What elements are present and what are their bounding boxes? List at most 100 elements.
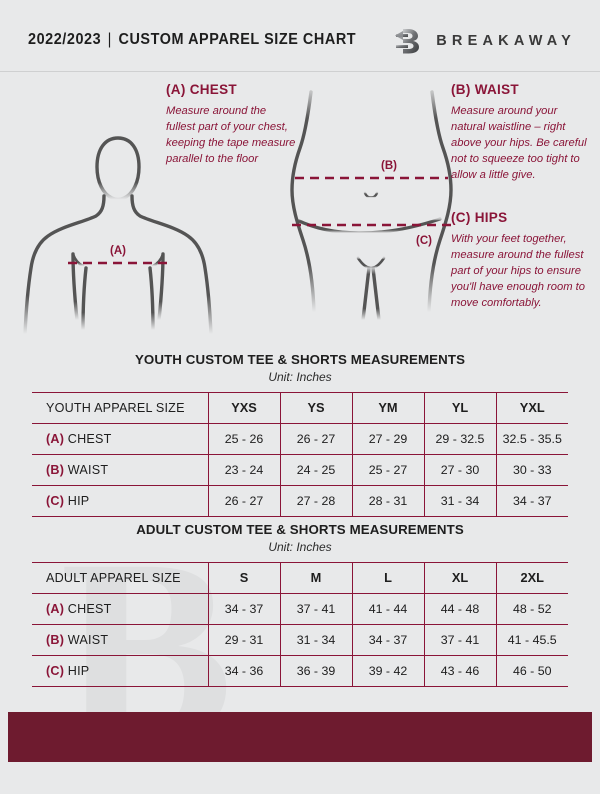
adult-table-title: ADULT CUSTOM TEE & SHORTS MEASUREMENTS [136,522,464,537]
youth-size-header: YOUTH APPAREL SIZE [32,391,209,424]
table-row: (C) HIP 26 - 27 27 - 28 28 - 31 31 - 34 … [32,484,568,517]
callout-waist-body: Measure around your natural waistline – … [451,105,587,181]
youth-size-col-2: YM [351,391,425,424]
waist-marker-label: (B) [381,160,397,172]
table-row: (B) WAIST 23 - 24 24 - 25 25 - 27 27 - 3… [32,453,568,486]
youth-size-col-0: YXS [207,391,281,424]
youth-row-label-hip: (C) HIP [32,484,209,517]
youth-hip-yxl: 34 - 37 [495,484,568,517]
callout-waist-title: (B) WAIST [451,82,519,97]
adult-waist-l: 34 - 37 [351,623,425,656]
adult-waist-2xl: 41 - 45.5 [495,623,568,656]
header-divider [0,71,600,72]
table-header-row: YOUTH APPAREL SIZE YXS YS YM YL YXL [32,391,568,424]
callout-waist: (B) WAIST Measure around your natural wa… [451,82,591,184]
title-separator: | [107,31,112,48]
youth-chest-yxl: 32.5 - 35.5 [495,422,568,455]
youth-size-col-4: YXL [495,391,568,424]
callout-chest-body: Measure around the fullest part of your … [166,105,296,165]
callout-hips: (C) HIPS With your feet together, measur… [451,210,593,312]
adult-waist-xl: 37 - 41 [423,623,497,656]
row-tag: (A) [46,601,65,616]
youth-chest-yl: 29 - 32.5 [423,422,497,455]
silhouette-illustrations: (A) (B) (C) [23,90,453,336]
adult-hip-s: 34 - 36 [207,654,281,687]
adult-hip-l: 39 - 42 [351,654,425,687]
adult-size-col-4: 2XL [495,561,568,594]
footer-bar [8,712,592,762]
adult-row-label-waist: (B) WAIST [32,623,209,656]
hips-silhouette-icon [290,90,453,322]
youth-waist-yxl: 30 - 33 [495,453,568,486]
row-label: WAIST [67,632,109,647]
youth-hip-ys: 27 - 28 [279,484,353,517]
adult-size-col-2: L [351,561,425,594]
youth-hip-ym: 28 - 31 [351,484,425,517]
brand-lockup: BREAKAWAY [393,26,576,56]
adult-size-col-1: M [279,561,353,594]
youth-table-unit: Unit: Inches [268,369,332,384]
brand-name: BREAKAWAY [436,33,576,49]
chest-marker-label: (A) [110,245,126,257]
youth-waist-yxs: 23 - 24 [207,453,281,486]
youth-size-table: YOUTH APPAREL SIZE YXS YS YM YL YXL (A) … [32,391,568,517]
adult-size-col-0: S [207,561,281,594]
table-row: (A) CHEST 25 - 26 26 - 27 27 - 29 29 - 3… [32,422,568,455]
row-label: HIP [67,663,90,678]
title-text: CUSTOM APPAREL SIZE CHART [118,31,357,48]
adult-chest-xl: 44 - 48 [423,592,497,625]
adult-chest-s: 34 - 37 [207,592,281,625]
adult-size-header: ADULT APPAREL SIZE [32,561,209,594]
youth-chest-yxs: 25 - 26 [207,422,281,455]
adult-table-unit: Unit: Inches [268,539,332,554]
row-label: CHEST [67,601,112,616]
page-header: 2022/2023 | CUSTOM APPAREL SIZE CHART BREA… [0,0,600,72]
youth-size-col-3: YL [423,391,497,424]
row-label: CHEST [67,431,112,446]
adult-waist-s: 29 - 31 [207,623,281,656]
youth-hip-yl: 31 - 34 [423,484,497,517]
callout-chest: (A) CHEST Measure around the fullest par… [166,82,298,168]
adult-hip-2xl: 46 - 50 [495,654,568,687]
table-row: (A) CHEST 34 - 37 37 - 41 41 - 44 44 - 4… [32,592,568,625]
callout-hips-body: With your feet together, measure around … [451,233,585,309]
hips-marker-label: (C) [416,235,432,247]
youth-row-label-waist: (B) WAIST [32,453,209,486]
youth-waist-ym: 25 - 27 [351,453,425,486]
torso-silhouette-icon [23,136,213,336]
measurement-diagram: (A) (B) (C) (A) CHEST Measure around the… [0,72,600,344]
row-tag: (B) [46,632,65,647]
adult-row-label-hip: (C) HIP [32,654,209,687]
row-tag: (C) [46,493,65,508]
table-row: (B) WAIST 29 - 31 31 - 34 34 - 37 37 - 4… [32,623,568,656]
row-label: WAIST [67,462,109,477]
youth-size-table-block: YOUTH CUSTOM TEE & SHORTS MEASUREMENTS U… [32,352,568,517]
adult-chest-2xl: 48 - 52 [495,592,568,625]
season-label: 2022/2023 [28,31,102,48]
youth-size-col-1: YS [279,391,353,424]
youth-hip-yxs: 26 - 27 [207,484,281,517]
youth-waist-yl: 27 - 30 [423,453,497,486]
adult-hip-m: 36 - 39 [279,654,353,687]
adult-waist-m: 31 - 34 [279,623,353,656]
table-header-row: ADULT APPAREL SIZE S M L XL 2XL [32,561,568,594]
adult-size-col-3: XL [423,561,497,594]
adult-chest-m: 37 - 41 [279,592,353,625]
row-tag: (A) [46,431,65,446]
breakaway-b-logo-icon [395,29,420,54]
adult-size-table: ADULT APPAREL SIZE S M L XL 2XL (A) CHES… [32,561,568,687]
row-label: HIP [67,493,90,508]
adult-chest-l: 41 - 44 [351,592,425,625]
youth-chest-ys: 26 - 27 [279,422,353,455]
callout-chest-title: (A) CHEST [166,82,237,97]
page-title: 2022/2023 | CUSTOM APPAREL SIZE CHART [28,31,356,49]
youth-chest-ym: 27 - 29 [351,422,425,455]
row-tag: (C) [46,663,65,678]
callout-hips-title: (C) HIPS [451,210,508,225]
youth-row-label-chest: (A) CHEST [32,422,209,455]
adult-hip-xl: 43 - 46 [423,654,497,687]
adult-size-table-block: ADULT CUSTOM TEE & SHORTS MEASUREMENTS U… [32,522,568,687]
youth-waist-ys: 24 - 25 [279,453,353,486]
table-row: (C) HIP 34 - 36 36 - 39 39 - 42 43 - 46 … [32,654,568,687]
row-tag: (B) [46,462,65,477]
